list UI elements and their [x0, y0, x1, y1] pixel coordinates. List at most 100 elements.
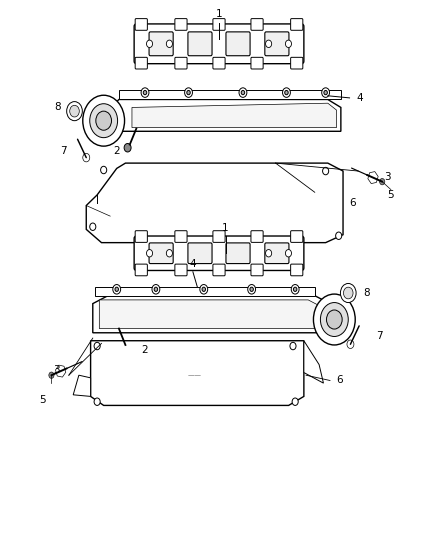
Text: ——: ——: [188, 372, 202, 378]
Circle shape: [321, 303, 348, 336]
FancyBboxPatch shape: [135, 58, 147, 69]
Circle shape: [286, 249, 292, 257]
Circle shape: [347, 340, 354, 349]
Text: 6: 6: [350, 198, 356, 208]
Circle shape: [67, 102, 82, 120]
Circle shape: [113, 285, 120, 294]
Polygon shape: [132, 103, 336, 127]
Circle shape: [49, 372, 54, 378]
FancyBboxPatch shape: [251, 58, 263, 69]
FancyBboxPatch shape: [265, 32, 289, 56]
Circle shape: [241, 91, 245, 95]
Circle shape: [187, 91, 190, 95]
FancyBboxPatch shape: [251, 264, 263, 276]
FancyBboxPatch shape: [226, 32, 250, 56]
FancyBboxPatch shape: [135, 19, 147, 30]
Text: 7: 7: [60, 146, 67, 156]
Circle shape: [324, 91, 327, 95]
Circle shape: [94, 342, 100, 350]
FancyBboxPatch shape: [135, 264, 147, 276]
Polygon shape: [106, 100, 341, 131]
Polygon shape: [304, 341, 323, 383]
Circle shape: [101, 166, 107, 174]
Circle shape: [115, 287, 118, 292]
Circle shape: [322, 167, 328, 175]
FancyBboxPatch shape: [134, 236, 304, 270]
Circle shape: [143, 91, 147, 95]
Circle shape: [322, 88, 329, 98]
Text: 6: 6: [336, 375, 343, 385]
Circle shape: [286, 40, 292, 47]
Text: 4: 4: [356, 93, 363, 103]
Text: 3: 3: [53, 365, 60, 375]
Circle shape: [124, 344, 131, 352]
Polygon shape: [86, 163, 343, 243]
FancyBboxPatch shape: [149, 243, 173, 264]
Circle shape: [202, 287, 205, 292]
Circle shape: [200, 285, 208, 294]
FancyBboxPatch shape: [149, 32, 173, 56]
Circle shape: [166, 249, 173, 257]
Polygon shape: [95, 287, 315, 296]
FancyBboxPatch shape: [188, 32, 212, 56]
Text: 1: 1: [222, 223, 229, 233]
FancyBboxPatch shape: [251, 231, 263, 243]
Circle shape: [94, 398, 100, 406]
FancyBboxPatch shape: [291, 58, 303, 69]
FancyBboxPatch shape: [213, 264, 225, 276]
Polygon shape: [73, 375, 91, 397]
Circle shape: [90, 104, 117, 138]
Circle shape: [380, 179, 385, 185]
Circle shape: [290, 342, 296, 350]
FancyBboxPatch shape: [175, 19, 187, 30]
Text: 8: 8: [55, 102, 61, 112]
Text: 2: 2: [142, 345, 148, 356]
Polygon shape: [119, 90, 341, 100]
Circle shape: [154, 287, 158, 292]
Text: 3: 3: [385, 172, 391, 182]
Circle shape: [250, 287, 253, 292]
Circle shape: [285, 91, 288, 95]
Circle shape: [83, 154, 90, 162]
Polygon shape: [91, 341, 304, 406]
Circle shape: [336, 232, 342, 239]
Circle shape: [152, 285, 160, 294]
FancyBboxPatch shape: [265, 243, 289, 264]
FancyBboxPatch shape: [291, 231, 303, 243]
FancyBboxPatch shape: [175, 58, 187, 69]
FancyBboxPatch shape: [188, 243, 212, 264]
FancyBboxPatch shape: [251, 19, 263, 30]
FancyBboxPatch shape: [213, 58, 225, 69]
Circle shape: [166, 40, 173, 47]
FancyBboxPatch shape: [213, 19, 225, 30]
FancyBboxPatch shape: [175, 231, 187, 243]
Circle shape: [326, 310, 342, 329]
Circle shape: [70, 106, 79, 117]
Circle shape: [343, 287, 353, 299]
Circle shape: [239, 88, 247, 98]
Circle shape: [146, 249, 152, 257]
Circle shape: [83, 95, 124, 146]
Circle shape: [314, 294, 355, 345]
FancyBboxPatch shape: [175, 264, 187, 276]
Circle shape: [340, 284, 356, 303]
Text: 5: 5: [388, 190, 394, 200]
Circle shape: [265, 40, 272, 47]
Text: 5: 5: [39, 395, 46, 405]
FancyBboxPatch shape: [134, 24, 304, 63]
Circle shape: [90, 223, 96, 230]
Circle shape: [146, 40, 152, 47]
FancyBboxPatch shape: [291, 19, 303, 30]
Circle shape: [124, 143, 131, 152]
Text: 7: 7: [376, 332, 382, 342]
Circle shape: [265, 249, 272, 257]
Circle shape: [141, 88, 149, 98]
Circle shape: [291, 285, 299, 294]
Text: 1: 1: [215, 9, 223, 19]
FancyBboxPatch shape: [226, 243, 250, 264]
Circle shape: [292, 398, 298, 406]
Text: 2: 2: [113, 146, 120, 156]
Circle shape: [96, 111, 112, 130]
Text: 8: 8: [364, 288, 370, 298]
Circle shape: [293, 287, 297, 292]
